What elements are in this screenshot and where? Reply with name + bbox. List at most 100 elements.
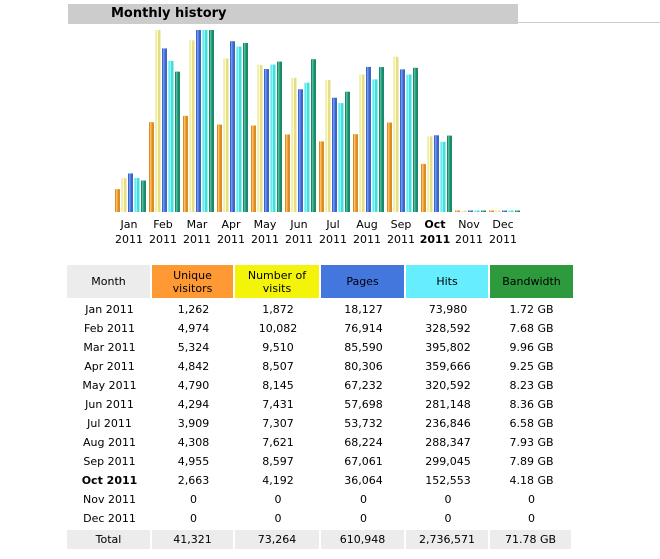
table-row: Apr 2011 4,842 8,507 80,306 359,666 9.25 GB [67,357,573,376]
cell-hits: 395,802 [425,341,471,354]
cell-hits: 359,666 [425,360,471,373]
cell-bandwidth: 4.18 GB [509,474,554,487]
x-tick-year: 2011 [455,233,483,246]
bar-highlight [163,48,165,212]
bar-highlight [469,210,471,212]
bar-highlight [482,210,484,212]
cell-hits: 0 [444,493,452,506]
total-hits: 2,736,571 [406,530,490,549]
bar-highlight [169,60,171,213]
table-row: Aug 2011 4,308 7,621 68,224 288,347 7.93 GB [67,433,573,452]
header-number-of-visits: Number of visits [235,265,321,298]
bar-highlight [176,71,178,212]
x-tick-year: 2011 [489,233,517,246]
table-row: Jan 2011 1,262 1,872 18,127 73,980 1.72 GB [67,300,573,319]
bar-highlight [503,210,505,212]
cell-unique: 5,324 [177,341,210,354]
cell-visits: 4,192 [262,474,294,487]
cell-pages: 36,064 [344,474,383,487]
cell-unique: 4,955 [177,455,210,468]
table-row: Dec 2011 0 0 0 0 0 [67,509,573,528]
total-pages: 610,948 [321,530,406,549]
x-tick-month: Jan [120,218,138,231]
x-tick-year: 2011 [149,233,177,246]
bar-highlight [380,67,382,212]
cell-bandwidth: 0 [528,493,535,506]
bar-highlight [339,103,341,212]
bar-highlight [475,210,477,212]
cell-unique: 4,308 [177,436,210,449]
cell-month: Jun 2011 [85,398,134,411]
x-tick-month: Aug [356,218,377,231]
cell-unique: 2,663 [177,474,210,487]
bar-highlight [414,67,416,212]
header-bandwidth: Bandwidth [490,265,573,298]
cell-unique: 4,790 [177,379,210,392]
bar-highlight [509,210,511,212]
cell-unique: 1,262 [177,303,210,316]
cell-month: Oct 2011 [81,474,138,487]
bar-highlight [184,115,186,212]
cell-pages: 80,306 [344,360,383,373]
cell-pages: 18,127 [344,303,383,316]
bar-highlight [190,40,192,212]
cell-pages: 67,061 [344,455,383,468]
cell-month: Nov 2011 [83,493,136,506]
cell-bandwidth: 8.36 GB [509,398,554,411]
bar-highlight [435,135,437,212]
cell-hits: 0 [444,512,452,525]
cell-hits: 73,980 [428,303,468,316]
x-tick-year: 2011 [353,233,381,246]
cell-bandwidth: 7.93 GB [509,436,554,449]
bar-highlight [224,58,226,213]
cell-month: Feb 2011 [84,322,135,335]
cell-unique: 0 [190,512,197,525]
bar-highlight [122,178,124,212]
cell-visits: 10,082 [258,322,298,335]
bar-highlight [373,79,375,213]
cell-month: May 2011 [82,379,137,392]
bar-highlight [394,56,396,212]
title-divider [518,22,660,23]
bar-highlight [326,80,328,212]
bar-highlight [367,66,369,212]
cell-visits: 0 [274,512,282,525]
bar-highlight [286,134,288,212]
bar-highlight [407,74,409,213]
cell-hits: 299,045 [425,455,471,468]
cell-month: Jul 2011 [87,417,132,430]
cell-visits: 7,431 [262,398,294,411]
total-month: Total [67,530,152,549]
cell-pages: 57,698 [344,398,383,411]
bar-highlight [516,210,518,212]
x-tick-month: Dec [492,218,513,231]
cell-visits: 7,621 [262,436,294,449]
bar-highlight [354,134,356,212]
bar-highlight [490,210,492,212]
bar-highlight [116,189,118,212]
bar-highlight [448,135,450,212]
bar-highlight [441,141,443,212]
bar-highlight [135,177,137,212]
cell-unique: 4,974 [177,322,210,335]
cell-month: Jan 2011 [85,303,134,316]
bar-highlight [462,210,464,212]
x-tick-month: Jun [289,218,307,231]
bar-highlight [496,210,498,212]
bar-highlight [252,125,254,212]
cell-hits: 320,592 [425,379,471,392]
bar-highlight [271,64,273,213]
bar-highlight [422,163,424,212]
cell-visits: 1,872 [262,303,294,316]
table-row: Mar 2011 5,324 9,510 85,590 395,802 9.96 GB [67,338,573,357]
cell-bandwidth: 7.89 GB [509,455,554,468]
table-row: Oct 2011 2,663 4,192 36,064 152,553 4.18 GB [67,471,573,490]
x-tick-month: Mar [187,218,208,231]
x-tick-year: 2011 [319,233,347,246]
section-title: Monthly history [111,6,227,21]
x-tick-month: Sep [391,218,412,231]
cell-visits: 9,510 [262,341,294,354]
bar-highlight [292,77,294,213]
bar-highlight [258,64,260,212]
bar-highlight [237,46,239,212]
